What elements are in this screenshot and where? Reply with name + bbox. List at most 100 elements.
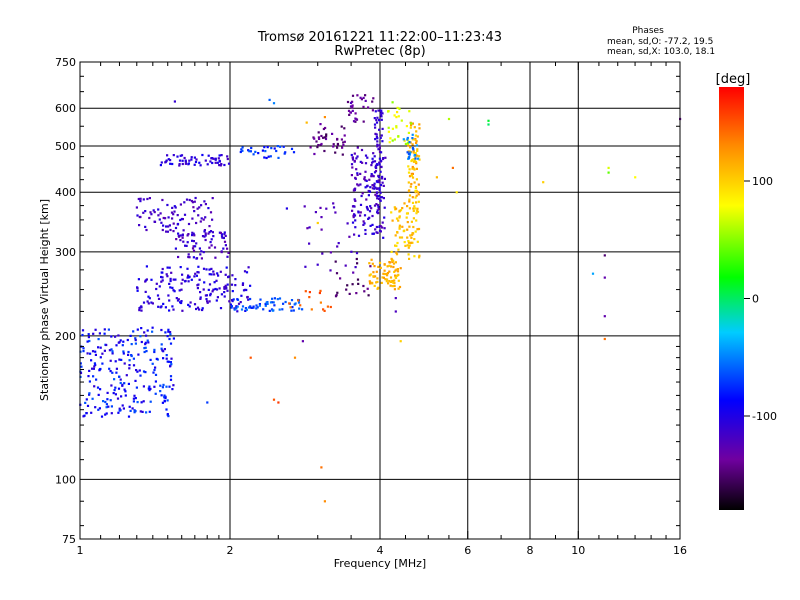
echo-point	[123, 362, 126, 365]
echo-point	[211, 157, 214, 160]
echo-point	[167, 330, 170, 333]
echo-point	[161, 279, 164, 282]
echo-point	[88, 369, 91, 372]
echo-point	[153, 211, 156, 214]
echo-point	[284, 300, 287, 304]
echo-point	[190, 199, 193, 203]
echo-point	[388, 270, 391, 273]
echo-point	[407, 246, 410, 249]
echo-point	[373, 204, 377, 207]
echo-point	[99, 346, 102, 349]
echo-point	[173, 100, 176, 103]
echo-point	[142, 301, 146, 304]
echo-point	[408, 207, 411, 210]
echo-point	[370, 173, 373, 176]
echo-point	[397, 115, 400, 118]
echo-point	[406, 151, 409, 154]
echo-point	[288, 302, 291, 305]
echo-point	[366, 207, 369, 210]
echo-point	[318, 291, 321, 295]
echo-point	[392, 265, 395, 269]
echo-point	[378, 261, 382, 264]
echo-point	[144, 210, 147, 213]
echo-point	[394, 261, 397, 264]
echo-point	[181, 233, 184, 236]
echo-point	[413, 205, 416, 208]
echo-point	[169, 365, 172, 368]
echo-point	[140, 309, 143, 312]
echo-point	[164, 217, 167, 220]
echo-point	[98, 368, 101, 371]
echo-point	[180, 300, 183, 303]
echo-point	[372, 232, 375, 235]
echo-point	[192, 232, 195, 235]
echo-point	[119, 381, 122, 385]
x-axis-label: Frequency [MHz]	[334, 557, 426, 570]
echo-point	[118, 375, 121, 378]
echo-point	[294, 302, 297, 305]
echo-point	[365, 179, 368, 182]
echo-point	[122, 350, 125, 353]
echo-point	[369, 265, 372, 268]
echo-point	[388, 141, 391, 144]
y-tick-label: 600	[55, 102, 76, 115]
echo-point	[351, 104, 354, 107]
echo-point	[301, 340, 304, 343]
echo-point	[378, 187, 381, 190]
echo-point	[393, 138, 396, 141]
echo-point	[391, 260, 394, 264]
echo-point	[403, 139, 406, 142]
echo-point	[362, 284, 365, 288]
echo-point	[193, 210, 196, 213]
echo-point	[86, 352, 89, 355]
echo-point	[375, 163, 379, 166]
echo-point	[603, 254, 606, 257]
echo-point	[149, 211, 152, 214]
echo-point	[95, 378, 98, 381]
echo-point	[273, 297, 276, 300]
echo-point	[159, 390, 162, 393]
echo-point	[416, 228, 419, 231]
echo-point	[233, 307, 236, 310]
echo-point	[210, 273, 213, 276]
echo-point	[177, 232, 180, 235]
echo-point	[393, 279, 396, 282]
echo-point	[407, 240, 410, 243]
echo-point	[209, 230, 213, 233]
echo-point	[334, 295, 338, 298]
echo-point	[363, 214, 367, 217]
echo-point	[351, 209, 354, 212]
echo-point	[160, 221, 163, 224]
echo-point	[226, 247, 229, 250]
echo-point	[139, 335, 142, 338]
echo-point	[152, 209, 155, 212]
echo-point	[144, 225, 147, 228]
echo-point	[231, 290, 234, 293]
echo-point	[191, 201, 194, 204]
echo-point	[106, 391, 109, 394]
echo-point	[380, 184, 383, 187]
echo-point	[228, 300, 231, 303]
echo-point	[176, 222, 180, 226]
echo-point	[411, 133, 414, 136]
echo-point	[376, 204, 380, 207]
echo-point	[165, 159, 168, 162]
echo-point	[406, 228, 409, 231]
echo-point	[389, 137, 392, 140]
echo-point	[388, 280, 391, 283]
echo-point	[397, 248, 400, 251]
echo-point	[374, 170, 378, 173]
echo-point	[455, 191, 458, 194]
echo-point	[360, 148, 364, 152]
echo-point	[370, 258, 373, 261]
echo-point	[130, 343, 133, 346]
echo-point	[379, 136, 382, 139]
echo-point	[166, 413, 169, 416]
echo-point	[375, 281, 378, 284]
echo-point	[359, 211, 362, 214]
echo-point	[134, 337, 137, 340]
echo-point	[152, 371, 155, 374]
echo-point	[377, 265, 380, 268]
echo-point	[103, 332, 106, 335]
echo-point	[282, 302, 285, 305]
